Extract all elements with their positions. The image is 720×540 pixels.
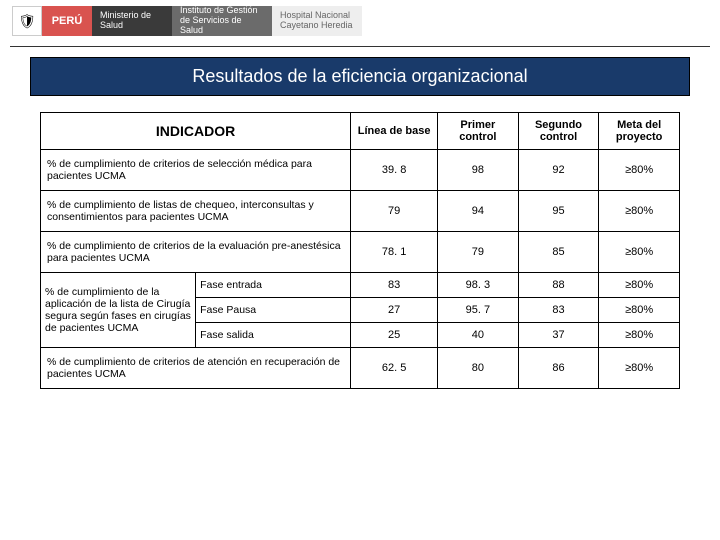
- data-cell: 79: [438, 232, 519, 273]
- data-cell: 86: [518, 348, 599, 389]
- data-cell: 79: [351, 191, 438, 232]
- data-cell: 85: [518, 232, 599, 273]
- results-table-wrap: INDICADOR Línea de base Primer control S…: [40, 112, 680, 389]
- data-cell: ≥80%: [599, 273, 680, 298]
- data-cell: ≥80%: [599, 191, 680, 232]
- data-cell: ≥80%: [599, 150, 680, 191]
- results-table: INDICADOR Línea de base Primer control S…: [40, 112, 680, 389]
- table-row: % de cumplimiento de listas de chequeo, …: [41, 191, 680, 232]
- header-logo-strip: 🛡 PERÚ Ministerio de Salud Instituto de …: [0, 0, 720, 42]
- data-cell: 27: [351, 298, 438, 323]
- indicator-cell: % de cumplimiento de criterios de la eva…: [41, 232, 351, 273]
- data-cell: 80: [438, 348, 519, 389]
- data-cell: 62. 5: [351, 348, 438, 389]
- phase-cell: Fase salida: [196, 323, 351, 348]
- grouped-indicator-cell: % de cumplimiento de la aplicación de la…: [41, 273, 196, 348]
- indicator-cell: % de cumplimiento de listas de chequeo, …: [41, 191, 351, 232]
- table-row: % de cumplimiento de criterios de atenci…: [41, 348, 680, 389]
- data-cell: 95. 7: [438, 298, 519, 323]
- data-cell: 98: [438, 150, 519, 191]
- data-cell: 83: [351, 273, 438, 298]
- data-cell: 25: [351, 323, 438, 348]
- data-cell: ≥80%: [599, 323, 680, 348]
- data-cell: 78. 1: [351, 232, 438, 273]
- data-cell: ≥80%: [599, 298, 680, 323]
- shield-icon: 🛡: [12, 6, 42, 36]
- data-cell: 94: [438, 191, 519, 232]
- data-cell: 40: [438, 323, 519, 348]
- page-title: Resultados de la eficiencia organizacion…: [30, 57, 690, 96]
- indicator-cell: % de cumplimiento de criterios de atenci…: [41, 348, 351, 389]
- table-row: % de cumplimiento de la aplicación de la…: [41, 273, 680, 298]
- logo-hospital: Hospital Nacional Cayetano Heredia: [272, 6, 362, 36]
- data-cell: 88: [518, 273, 599, 298]
- col-meta: Meta del proyecto: [599, 113, 680, 150]
- col-linea-base: Línea de base: [351, 113, 438, 150]
- col-primer-control: Primer control: [438, 113, 519, 150]
- data-cell: 95: [518, 191, 599, 232]
- data-cell: ≥80%: [599, 232, 680, 273]
- table-row: % de cumplimiento de criterios de la eva…: [41, 232, 680, 273]
- logo-ministerio: Ministerio de Salud: [92, 6, 172, 36]
- data-cell: 37: [518, 323, 599, 348]
- data-cell: 83: [518, 298, 599, 323]
- logo-igss: Instituto de Gestión de Servicios de Sal…: [172, 6, 272, 36]
- phase-cell: Fase Pausa: [196, 298, 351, 323]
- phase-cell: Fase entrada: [196, 273, 351, 298]
- table-header-row: INDICADOR Línea de base Primer control S…: [41, 113, 680, 150]
- data-cell: 39. 8: [351, 150, 438, 191]
- col-segundo-control: Segundo control: [518, 113, 599, 150]
- data-cell: 92: [518, 150, 599, 191]
- col-indicador: INDICADOR: [41, 113, 351, 150]
- data-cell: 98. 3: [438, 273, 519, 298]
- indicator-cell: % de cumplimiento de criterios de selecc…: [41, 150, 351, 191]
- logo-peru: PERÚ: [42, 6, 92, 36]
- divider: [10, 46, 710, 47]
- table-row: % de cumplimiento de criterios de selecc…: [41, 150, 680, 191]
- data-cell: ≥80%: [599, 348, 680, 389]
